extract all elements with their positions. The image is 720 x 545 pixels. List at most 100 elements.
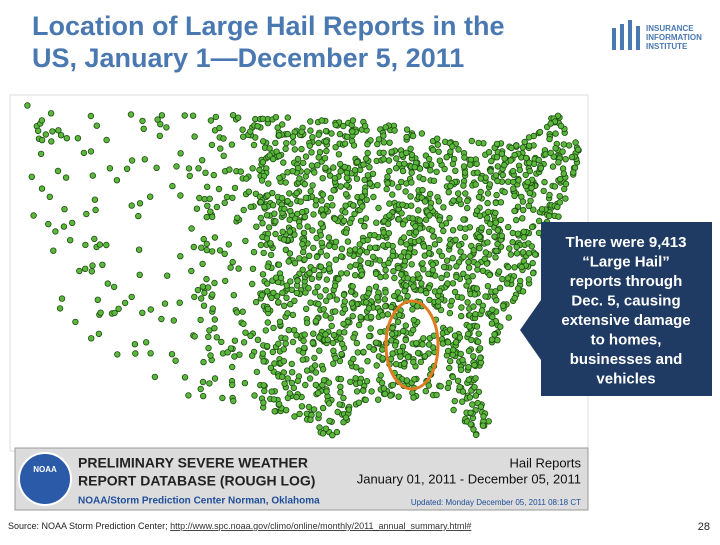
hail-dot xyxy=(360,387,367,394)
hail-dot xyxy=(146,193,154,200)
hail-dot xyxy=(466,161,474,168)
hail-dot xyxy=(259,350,266,357)
hail-dot xyxy=(349,117,357,124)
hail-dot xyxy=(378,379,386,387)
hail-dot xyxy=(401,257,409,265)
hail-dot xyxy=(275,299,282,306)
hail-dot xyxy=(38,185,46,192)
hail-dot xyxy=(414,349,422,357)
hail-dot xyxy=(200,358,207,366)
hail-dot xyxy=(103,241,110,249)
hail-dot xyxy=(449,160,457,168)
hail-dot xyxy=(206,195,213,202)
hail-dot xyxy=(306,252,313,259)
hail-dot xyxy=(281,205,288,213)
hail-dot xyxy=(391,127,398,134)
hail-dot xyxy=(322,331,329,338)
hail-dot xyxy=(436,288,443,295)
hail-dot xyxy=(401,160,408,167)
hail-dot xyxy=(127,111,135,118)
hail-dot xyxy=(355,399,363,406)
hail-dot xyxy=(252,298,260,306)
source-url[interactable]: http://www.spc.noaa.gov/climo/online/mon… xyxy=(170,521,471,531)
hail-dot xyxy=(331,174,338,182)
hail-dot xyxy=(407,145,414,152)
hail-dot xyxy=(368,388,375,395)
hail-dot xyxy=(322,138,330,145)
hail-dot xyxy=(433,391,440,399)
hail-dot xyxy=(128,157,136,164)
hail-dot xyxy=(296,175,303,182)
hail-dot xyxy=(504,275,512,282)
hail-dot xyxy=(532,251,539,258)
hail-dot xyxy=(363,378,371,385)
hail-dot xyxy=(438,222,446,229)
hail-dot xyxy=(319,381,326,389)
hail-dot xyxy=(434,141,441,148)
hail-dot xyxy=(271,408,278,415)
hail-dot xyxy=(399,201,406,208)
hail-dot xyxy=(177,150,184,157)
hail-dot xyxy=(515,285,522,292)
hail-dot xyxy=(198,156,206,164)
hail-dot xyxy=(248,280,256,288)
hail-dot xyxy=(477,175,484,182)
hail-dot xyxy=(288,360,295,368)
hail-dot xyxy=(314,283,321,291)
hail-dot xyxy=(231,353,238,360)
hail-dot xyxy=(211,375,219,382)
hail-dot xyxy=(410,358,417,366)
hail-dot xyxy=(473,323,481,330)
hail-dot xyxy=(465,376,472,383)
hail-dot xyxy=(390,268,397,275)
hail-dot xyxy=(219,394,226,402)
hail-dot xyxy=(289,139,297,146)
hail-dot xyxy=(385,259,392,267)
hail-dot xyxy=(272,113,280,121)
hail-dot xyxy=(477,403,485,410)
hail-dot xyxy=(559,165,567,172)
hail-dot xyxy=(293,189,300,197)
hail-dot xyxy=(228,381,236,389)
hail-dot xyxy=(537,164,545,172)
hail-dot xyxy=(208,213,216,221)
hail-dot xyxy=(279,373,286,381)
hail-dot xyxy=(574,146,582,153)
hail-dot xyxy=(492,199,499,207)
hail-dot xyxy=(363,196,370,203)
hail-dot xyxy=(362,396,369,404)
hail-dot xyxy=(423,289,430,297)
hail-dot xyxy=(285,258,292,265)
hail-dot xyxy=(401,360,408,367)
hail-dot xyxy=(436,236,443,244)
hail-dot xyxy=(425,244,433,252)
hail-dot xyxy=(199,378,207,386)
hail-dot xyxy=(474,261,481,268)
hail-dot xyxy=(388,303,395,311)
hail-dot xyxy=(325,265,333,272)
hail-dot xyxy=(486,271,493,279)
hail-dot xyxy=(226,166,233,173)
hail-dot xyxy=(372,270,380,277)
hail-dot xyxy=(415,237,422,244)
hail-dot xyxy=(528,243,535,250)
hail-dot xyxy=(437,306,445,314)
hail-dot xyxy=(261,203,268,211)
hail-dot xyxy=(356,241,363,248)
hail-dot xyxy=(482,249,489,256)
hail-dot xyxy=(464,299,471,306)
hail-dot xyxy=(337,335,344,342)
hail-dot xyxy=(341,306,349,313)
hail-dot xyxy=(177,192,184,199)
hail-dot xyxy=(80,149,88,157)
hail-dot xyxy=(411,376,418,383)
hail-dot xyxy=(106,165,114,172)
hail-dot xyxy=(349,128,356,135)
hail-dot xyxy=(364,140,371,148)
hail-dot xyxy=(153,164,160,171)
hail-dot xyxy=(364,149,371,157)
hail-dot xyxy=(57,131,65,139)
hail-dot xyxy=(519,249,527,256)
hail-dot xyxy=(264,192,271,199)
hail-dot xyxy=(501,188,508,196)
